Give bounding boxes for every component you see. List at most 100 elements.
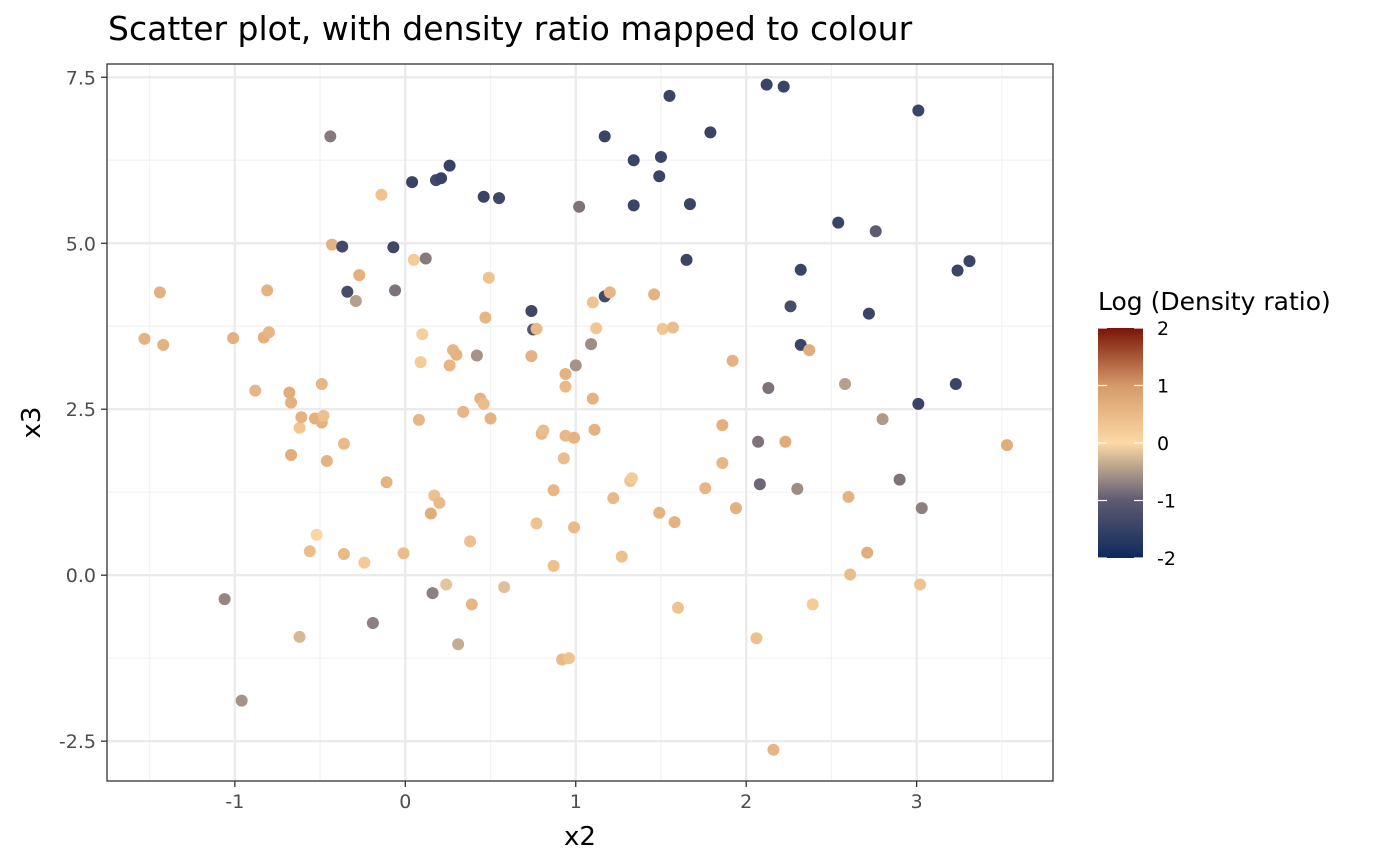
scatter-point [435,172,448,185]
scatter-point [672,601,685,614]
x-axis-title: x2 [564,822,596,852]
scatter-point [235,694,248,707]
scatter-point [262,326,275,339]
scatter-point [366,616,379,629]
scatter-point [157,338,170,351]
scatter-point [869,225,882,238]
scatter-point [450,348,463,361]
scatter-point [153,286,166,299]
x-tick-label: 3 [911,791,923,813]
scatter-point [477,397,490,410]
scatter-point [625,472,638,485]
scatter-point [477,190,490,203]
scatter-point [648,288,661,301]
scatter-point [406,176,419,189]
scatter-point [794,263,807,276]
scatter-point [668,516,681,529]
y-axis-title: x3 [17,407,47,439]
scatter-point [537,424,550,437]
scatter-point [353,269,366,282]
scatter-point [457,405,470,418]
legend-tick-label: 2 [1157,318,1169,340]
scatter-point [547,484,560,497]
scatter-point [949,377,962,390]
scatter-point [716,456,729,469]
scatter-point [1000,439,1013,452]
scatter-point [862,307,875,320]
scatter-point [568,431,581,444]
scatter-point [464,535,477,548]
scatter-point [482,271,495,284]
scatter-point [663,89,676,102]
scatter-point [138,332,151,345]
scatter-point [699,482,712,495]
scatter-point [315,377,328,390]
scatter-point [249,384,262,397]
scatter-point [426,587,439,600]
y-tick-label: 5.0 [66,233,96,255]
scatter-point [588,423,601,436]
scatter-point [559,368,572,381]
scatter-point [627,154,640,167]
scatter-point [336,240,349,253]
scatter-point [414,356,427,369]
scatter-point [861,546,874,559]
scatter-point [832,216,845,229]
chart-title: Scatter plot, with density ratio mapped … [108,9,913,48]
scatter-point [416,328,429,341]
scatter-point [666,321,679,334]
x-tick-label: 1 [570,791,582,813]
scatter-point [324,130,337,143]
scatter-point [586,296,599,309]
scatter-point [358,556,371,569]
scatter-point [320,455,333,468]
scatter-point [452,638,465,651]
scatter-point [784,300,797,313]
scatter-point [310,528,323,541]
scatter-point [627,199,640,212]
scatter-point [615,550,628,563]
scatter-point [569,359,582,372]
legend-tick-label: 0 [1157,433,1169,455]
plot-border [106,63,1054,782]
scatter-point [752,435,765,448]
scatter-point [433,496,446,509]
scatter-point [295,411,308,424]
scatter-point [791,482,804,495]
scatter-point [317,409,330,422]
scatter-point [349,295,362,308]
scatter-point [590,322,603,335]
scatter-point [530,517,543,530]
scatter-point [762,381,775,394]
scatter-point [760,78,773,91]
scatter-point [443,359,456,372]
scatter-point [716,419,729,432]
scatter-point [465,598,478,611]
scatter-point [285,449,298,462]
scatter-point [750,632,763,645]
scatter-point [844,568,857,581]
plot-background [107,64,1053,781]
scatter-point [419,252,432,265]
scatter-point [525,304,538,317]
y-tick-label: -2.5 [59,731,96,753]
scatter-point [585,338,598,351]
scatter-point [337,437,350,450]
scatter-point [893,473,906,486]
scatter-point [842,490,855,503]
scatter-point [568,521,581,534]
scatter-point [293,421,306,434]
x-tick-label: 0 [399,791,411,813]
y-tick-label: 7.5 [66,67,96,89]
x-tick-label: 2 [740,791,752,813]
scatter-point [603,286,616,299]
scatter-point [586,392,599,405]
scatter-point [654,150,667,163]
scatter-point [261,284,274,297]
scatter-point [407,253,420,266]
scatter-point [653,170,666,183]
scatter-point [912,104,925,117]
color-legend: Log (Density ratio) 2 1 0 -1 -2 [1098,287,1331,570]
scatter-point [653,506,666,519]
